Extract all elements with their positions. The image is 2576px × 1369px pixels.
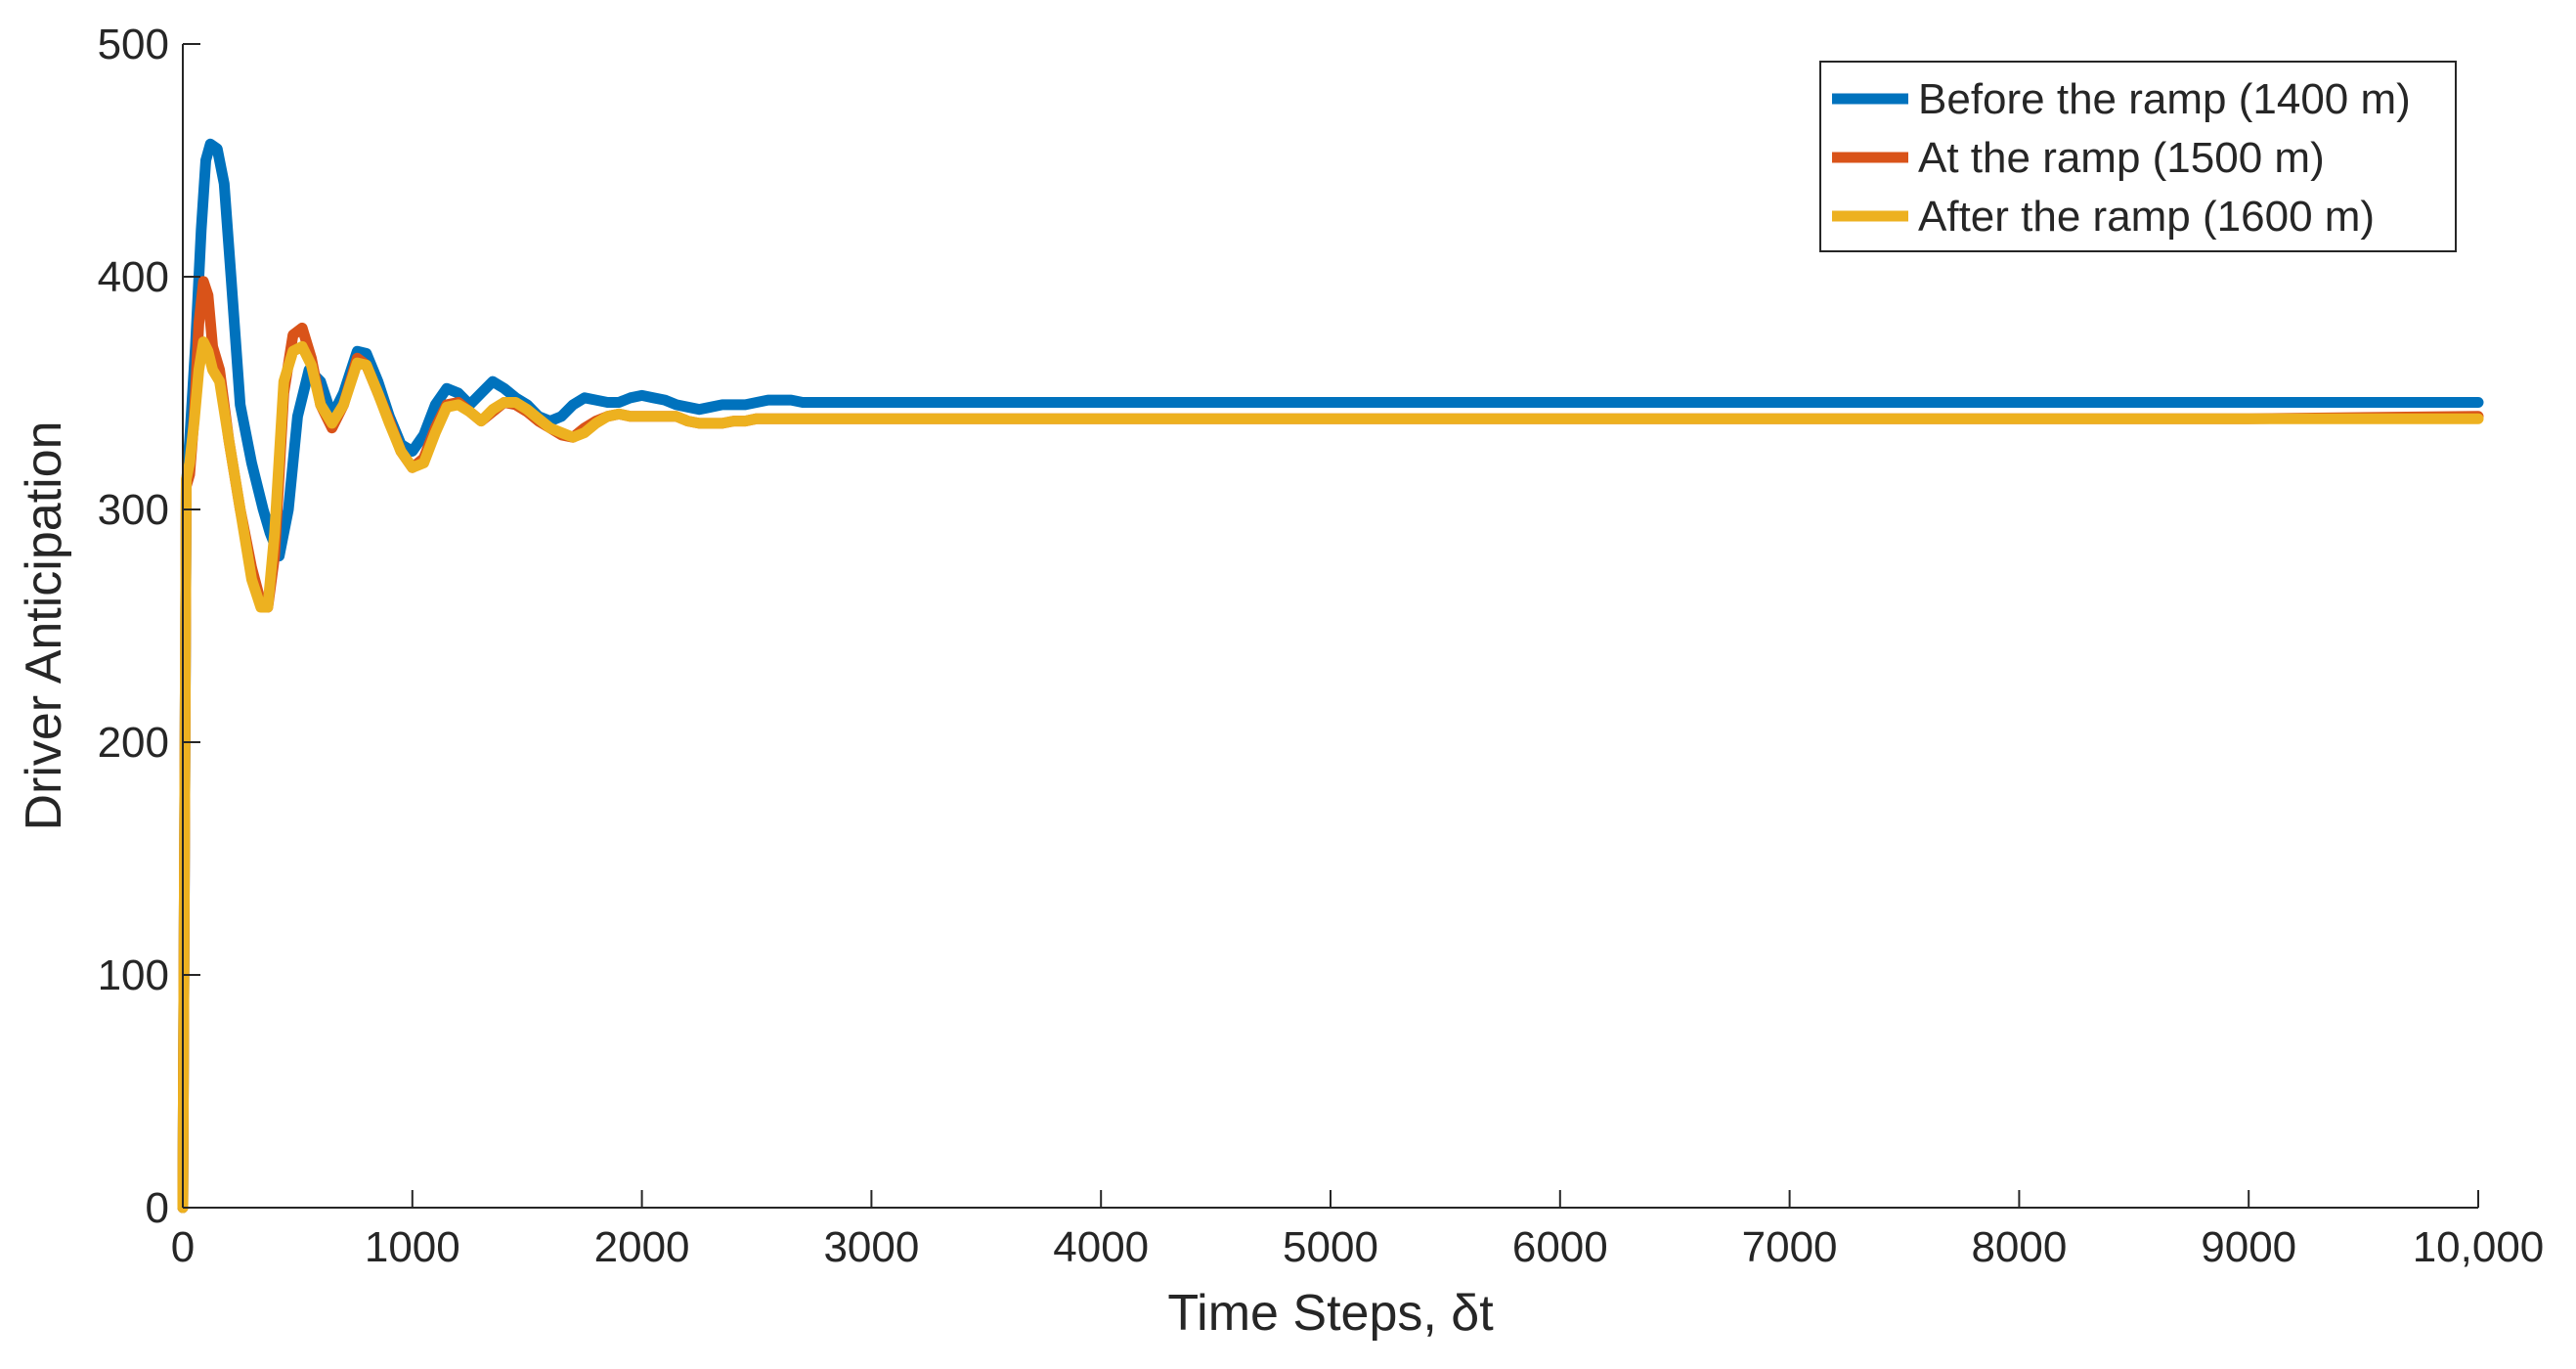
x-tick-label: 9000 xyxy=(2201,1223,2296,1271)
legend-label-1: Before the ramp (1400 m) xyxy=(1918,75,2411,123)
x-tick-label: 8000 xyxy=(1971,1223,2067,1271)
y-tick-label: 200 xyxy=(98,719,169,767)
x-tick-label: 1000 xyxy=(365,1223,460,1271)
axes-layer: 0 1000 2000 3000 4000 5000 6000 7000 8000 9000 10,… xyxy=(98,21,2545,1271)
x-tick-label: 3000 xyxy=(823,1223,919,1271)
series-layer xyxy=(177,138,2484,1214)
series-line-3 xyxy=(177,336,2484,1214)
x-tick-label: 10,000 xyxy=(2413,1223,2545,1271)
y-axis-title: Driver Anticipation xyxy=(16,420,72,830)
legend: Before the ramp (1400 m) At the ramp (150… xyxy=(1819,61,2457,252)
y-tick-label: 500 xyxy=(98,21,169,68)
x-tick-label: 6000 xyxy=(1512,1223,1608,1271)
legend-box xyxy=(1819,61,2457,252)
x-tick-label: 5000 xyxy=(1283,1223,1378,1271)
y-tick-label: 0 xyxy=(146,1184,169,1232)
y-tick-label: 300 xyxy=(98,486,169,534)
legend-label-2: At the ramp (1500 m) xyxy=(1918,134,2325,182)
x-tick-label: 4000 xyxy=(1053,1223,1149,1271)
y-tick-label: 100 xyxy=(98,951,169,999)
legend-label-3: After the ramp (1600 m) xyxy=(1918,193,2375,241)
x-tick-label: 7000 xyxy=(1742,1223,1838,1271)
x-axis-title: Time Steps, δt xyxy=(1167,1285,1494,1342)
x-tick-label: 0 xyxy=(171,1223,195,1271)
y-tick-label: 400 xyxy=(98,253,169,301)
x-tick-label: 2000 xyxy=(594,1223,690,1271)
